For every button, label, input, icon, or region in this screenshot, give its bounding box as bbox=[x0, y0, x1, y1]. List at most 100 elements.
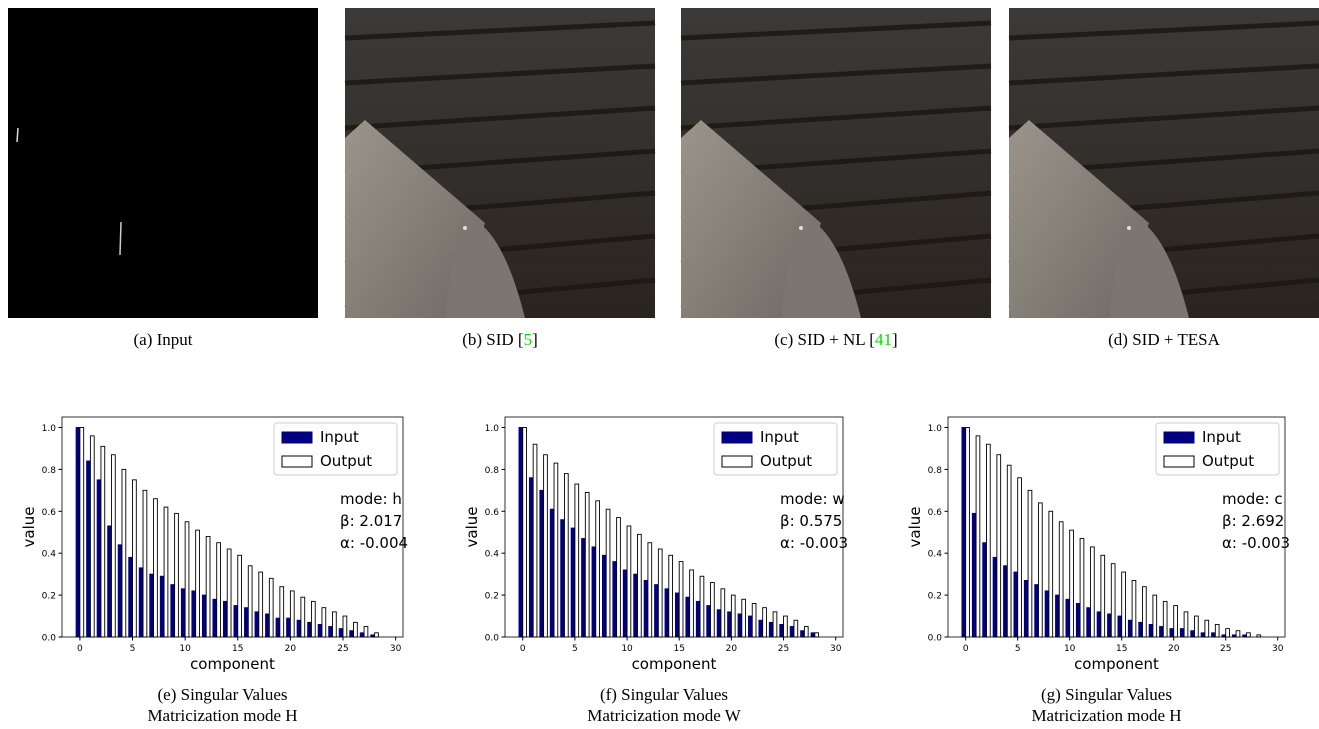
bar bbox=[737, 613, 743, 638]
bar bbox=[332, 611, 337, 638]
bar bbox=[664, 588, 670, 638]
bar bbox=[289, 590, 295, 638]
bar bbox=[1246, 632, 1251, 638]
plot-frame bbox=[61, 416, 404, 638]
bar bbox=[338, 628, 344, 638]
bar bbox=[1048, 510, 1054, 638]
y-tick-label: 0.2 bbox=[928, 592, 942, 602]
bar bbox=[138, 567, 144, 638]
bar bbox=[96, 479, 102, 638]
bar bbox=[1173, 605, 1178, 638]
bar bbox=[986, 443, 991, 638]
bar bbox=[762, 607, 767, 638]
bar bbox=[716, 609, 722, 638]
bar bbox=[201, 594, 207, 638]
bar bbox=[226, 548, 232, 638]
y-tick-label: 0.8 bbox=[485, 466, 500, 476]
bar bbox=[117, 544, 123, 638]
legend-swatch bbox=[1163, 431, 1195, 444]
bar bbox=[247, 565, 253, 638]
y-tick-label: 0.8 bbox=[928, 466, 943, 476]
bar bbox=[1058, 521, 1064, 638]
bar bbox=[342, 615, 348, 638]
citation: 5 bbox=[524, 330, 533, 349]
bar bbox=[258, 571, 264, 638]
caption-text: ] bbox=[892, 330, 898, 349]
bar bbox=[121, 468, 127, 638]
legend-swatch bbox=[281, 455, 313, 468]
bar bbox=[751, 603, 757, 638]
bar bbox=[720, 588, 726, 638]
x-axis-label: component bbox=[632, 655, 717, 673]
bar bbox=[528, 477, 534, 638]
x-tick-label: 15 bbox=[232, 644, 243, 654]
bar bbox=[668, 554, 673, 638]
x-tick-label: 30 bbox=[1272, 644, 1284, 654]
bar bbox=[1179, 628, 1185, 638]
bar bbox=[254, 611, 260, 638]
bar bbox=[279, 586, 285, 638]
legend-label: Input bbox=[320, 428, 359, 446]
image-sid-nl bbox=[681, 8, 991, 318]
bar bbox=[789, 626, 795, 638]
bar bbox=[1200, 632, 1206, 638]
bar bbox=[1127, 619, 1133, 638]
bar bbox=[584, 491, 590, 638]
x-tick-label: 10 bbox=[1064, 644, 1076, 654]
legend-swatch bbox=[721, 431, 753, 444]
caption: (e) Singular Values bbox=[158, 685, 288, 704]
bar bbox=[1017, 477, 1022, 638]
bar bbox=[195, 529, 200, 638]
bar bbox=[800, 630, 805, 638]
caption: (c) SID + NL [41] bbox=[774, 330, 897, 349]
bar bbox=[689, 569, 694, 638]
x-tick-label: 0 bbox=[963, 644, 969, 654]
bar bbox=[317, 623, 323, 638]
bar bbox=[89, 435, 95, 638]
legend-label: Output bbox=[320, 452, 372, 470]
bar bbox=[637, 533, 642, 638]
bar bbox=[275, 617, 281, 638]
bar bbox=[1038, 502, 1043, 638]
bar bbox=[518, 427, 524, 638]
bar bbox=[128, 556, 133, 638]
legend-swatch bbox=[721, 455, 753, 468]
x-axis-label: component bbox=[190, 655, 275, 673]
x-tick-label: 10 bbox=[621, 644, 633, 654]
plot-frame bbox=[504, 416, 844, 638]
bar bbox=[1131, 579, 1137, 638]
annotation: mode: c bbox=[1222, 490, 1283, 508]
citation: 41 bbox=[875, 330, 892, 349]
x-tick-label: 0 bbox=[520, 644, 526, 654]
x-axis-label: component bbox=[1074, 655, 1159, 673]
caption: (b) SID [5] bbox=[462, 330, 538, 349]
y-tick-label: 0.4 bbox=[928, 550, 943, 560]
x-tick-label: 5 bbox=[572, 644, 578, 654]
bar bbox=[170, 584, 176, 638]
bar bbox=[100, 445, 106, 638]
annotation: β: 2.692 bbox=[1222, 512, 1284, 530]
caption: Matricization mode H bbox=[1031, 706, 1181, 725]
bar bbox=[353, 621, 358, 638]
bar bbox=[793, 619, 799, 638]
y-tick-label: 0.2 bbox=[42, 592, 56, 602]
y-tick-label: 0.4 bbox=[485, 550, 500, 560]
bar bbox=[1148, 623, 1154, 638]
annotation: α: -0.003 bbox=[780, 534, 848, 552]
image-sid-tesa bbox=[1009, 8, 1319, 318]
bar bbox=[1138, 621, 1143, 638]
image-speck bbox=[119, 221, 122, 256]
image-sid bbox=[345, 8, 655, 318]
bar bbox=[1023, 579, 1029, 638]
y-tick-label: 0.6 bbox=[485, 508, 500, 518]
y-tick-label: 0.0 bbox=[485, 634, 500, 644]
annotation: α: -0.004 bbox=[340, 534, 408, 552]
bar bbox=[814, 632, 820, 638]
bar bbox=[675, 592, 680, 638]
caption-text: (a) Input bbox=[133, 330, 192, 349]
bar bbox=[581, 538, 586, 638]
bar bbox=[1013, 571, 1019, 638]
bar bbox=[1090, 546, 1095, 638]
bar bbox=[772, 611, 778, 638]
